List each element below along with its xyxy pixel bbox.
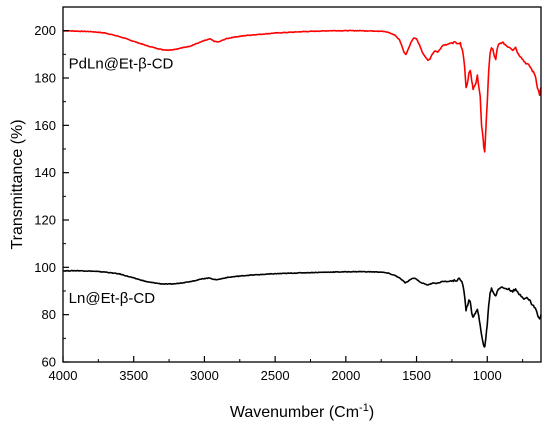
x-axis-title-superscript: -1 <box>359 402 369 414</box>
y-tick-label: 100 <box>34 260 56 275</box>
y-tick-label: 160 <box>34 118 56 133</box>
x-axis-title: Wavenumber (Cm-1) <box>230 402 374 421</box>
y-tick-label: 180 <box>34 71 56 86</box>
tick-label-layer: 4000 3500 3000 2500 2000 1500 1000 60 80 100 120 14… <box>34 23 501 383</box>
x-axis-title-close: ) <box>369 404 374 421</box>
y-tick-label: 120 <box>34 213 56 228</box>
x-tick-label: 1500 <box>402 368 431 383</box>
y-tick-label: 80 <box>42 307 56 322</box>
y-tick-label: 60 <box>42 355 56 370</box>
annotation-layer: PdLn@Et-β-CD Ln@Et-β-CD <box>69 56 174 307</box>
x-tick-label: 3500 <box>119 368 148 383</box>
x-tick-label: 1000 <box>473 368 502 383</box>
y-tick-label: 140 <box>34 165 56 180</box>
x-axis-title-main: Wavenumber (Cm <box>230 404 359 421</box>
x-tick-label: 4000 <box>49 368 78 383</box>
tick-layer <box>62 30 524 363</box>
y-axis-title: Transmittance (%) <box>9 119 26 249</box>
x-tick-label: 2500 <box>261 368 290 383</box>
series-layer <box>62 29 542 348</box>
y-tick-label: 200 <box>34 23 56 38</box>
x-tick-label: 3000 <box>190 368 219 383</box>
x-tick-label: 2000 <box>331 368 360 383</box>
series-line-1 <box>62 29 542 153</box>
series-annotation-2: Ln@Et-β-CD <box>69 290 156 307</box>
series-line-2 <box>62 269 542 348</box>
series-annotation-1: PdLn@Et-β-CD <box>69 56 174 73</box>
plot-frame <box>62 6 542 363</box>
